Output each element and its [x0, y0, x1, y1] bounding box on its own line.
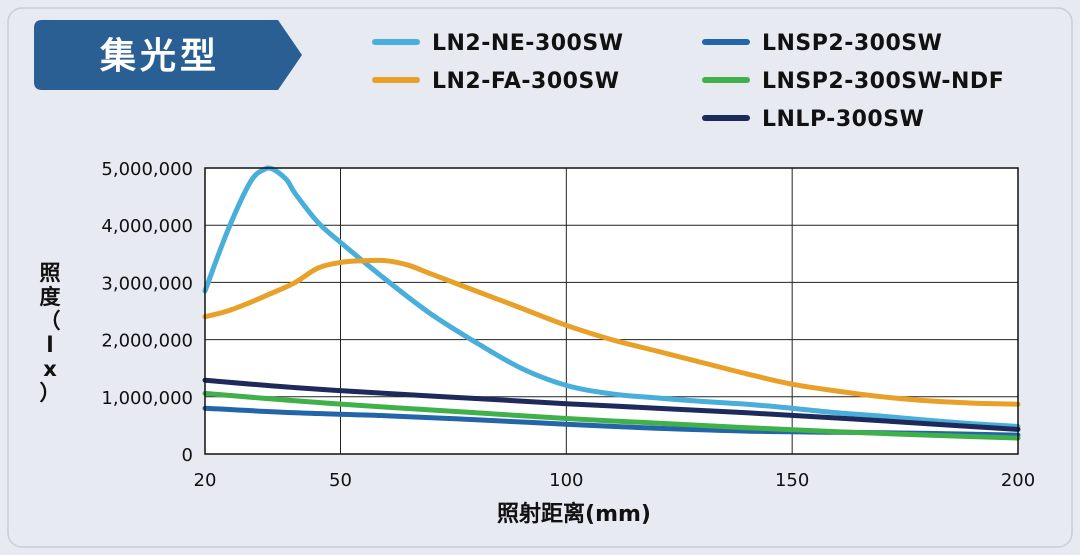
legend-item: LNLP-300SW — [702, 107, 924, 132]
y-tick-label: 3,000,000 — [101, 273, 193, 294]
y-tick-label: 0 — [182, 445, 193, 466]
y-tick-label: 1,000,000 — [101, 388, 193, 409]
y-axis-title-char: 度 — [40, 285, 61, 309]
x-axis: 20 50 100 150 200 — [194, 470, 1036, 491]
x-tick-label: 200 — [1001, 470, 1035, 491]
y-axis-title-char: （ — [40, 309, 61, 333]
header-badge: 集光型 — [34, 20, 302, 90]
x-axis-title: 照射距离(mm) — [497, 501, 651, 527]
legend-item: LNSP2-300SW — [702, 31, 942, 56]
legend-item: LN2-NE-300SW — [372, 31, 623, 56]
header-badge-label: 集光型 — [99, 36, 220, 77]
legend-item: LN2-FA-300SW — [372, 69, 620, 94]
legend-label: LN2-NE-300SW — [432, 31, 623, 56]
y-axis-title-char: l — [46, 333, 53, 357]
y-axis-title-char: x — [43, 357, 57, 381]
x-tick-label: 50 — [329, 470, 352, 491]
series-group — [202, 165, 1021, 441]
y-axis: 0 1,000,000 2,000,000 3,000,000 4,000,000 5,0… — [101, 159, 193, 466]
plot-area — [205, 168, 1018, 454]
y-axis-title-char: ） — [40, 381, 61, 405]
y-tick-label: 2,000,000 — [101, 331, 193, 352]
legend-label: LNSP2-300SW — [762, 31, 942, 56]
series-line-lnsp2-300sw-ndf — [202, 390, 1021, 441]
legend-label: LNLP-300SW — [762, 107, 924, 132]
y-axis-title: 照度（lx） — [40, 261, 61, 405]
series-line-ln2-fa-300sw — [202, 257, 1021, 407]
x-tick-label: 100 — [549, 470, 583, 491]
plot-border — [204, 167, 1019, 455]
series-line-lnlp-300sw — [202, 377, 1021, 432]
x-tick-label: 20 — [194, 470, 217, 491]
y-axis-title-char: 照 — [40, 261, 61, 285]
legend-label: LN2-FA-300SW — [432, 69, 620, 94]
x-tick-label: 150 — [775, 470, 809, 491]
y-tick-label: 5,000,000 — [101, 159, 193, 180]
header-badge-shape — [34, 20, 302, 90]
legend: LN2-NE-300SW LN2-FA-300SW LNSP2-300SW LNSP2… — [372, 31, 1004, 132]
y-tick-label: 4,000,000 — [101, 216, 193, 237]
legend-label: LNSP2-300SW-NDF — [762, 69, 1004, 94]
legend-item: LNSP2-300SW-NDF — [702, 69, 1004, 94]
